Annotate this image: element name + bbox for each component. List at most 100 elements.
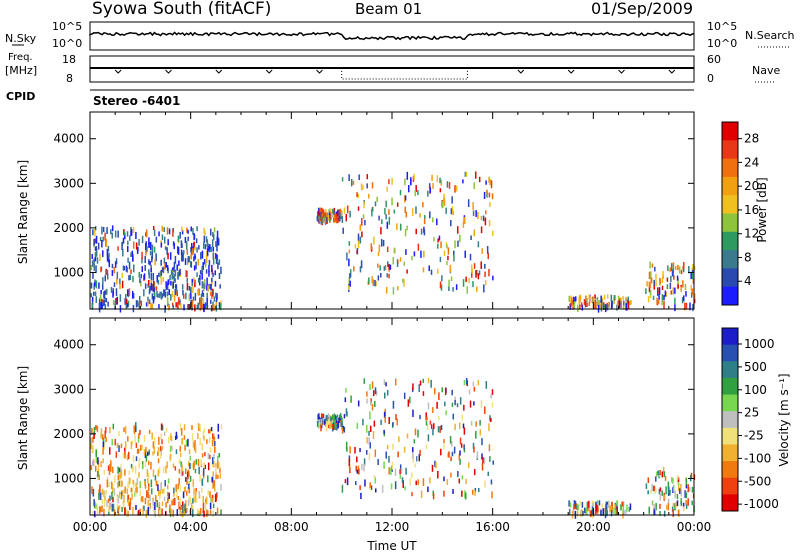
echo-cell [130,252,132,257]
y-tick-label: 4000 [53,132,84,146]
echo-cell [212,503,215,509]
echo-cell [122,237,125,244]
echo-cell [377,275,380,281]
echo-cell [576,510,579,517]
echo-cell [127,257,129,263]
echo-cell [386,444,389,450]
echo-cell [374,387,377,395]
echo-cell [107,465,110,472]
echo-cell [101,240,103,248]
nave-line [341,68,468,80]
echo-cell [136,448,139,454]
echo-cell [157,447,160,455]
echo-cell [117,481,119,489]
echo-cell [674,297,676,305]
colorbar-tick-label: 1000 [744,337,775,351]
echo-cell [174,288,176,296]
echo-cell [119,278,121,285]
echo-cell [121,272,124,278]
echo-cell [125,298,128,304]
colorbar-tick-label: -25 [744,429,764,443]
echo-cell [621,501,623,507]
echo-cell [394,378,397,386]
echo-cell [173,294,176,302]
colorbar-segment [722,377,738,396]
echo-cell [143,505,145,511]
echo-cell [476,286,478,292]
echo-cell [107,301,109,307]
echo-cell [368,277,370,284]
echo-cell [364,479,366,487]
echo-cell [213,453,215,460]
echo-cell [470,420,473,426]
echo-cell [383,429,385,434]
echo-cell [399,223,402,231]
echo-cell [581,509,583,517]
echo-cell [102,250,104,256]
echo-cell [160,291,163,300]
echo-cell [174,269,177,277]
echo-cell [669,267,671,272]
echo-cell [333,210,335,215]
echo-cell [690,273,692,280]
echo-cell [583,299,586,306]
echo-cell [175,484,177,492]
echo-cell [656,471,658,477]
echo-cell [204,304,206,309]
echo-cell [170,280,172,286]
echo-cell [349,210,351,218]
echo-cell [364,219,366,226]
echo-cell [185,270,187,278]
echo-cell [148,259,150,265]
echo-cell [182,289,184,296]
echo-cell [475,270,477,278]
y-tick-label: 3000 [53,382,84,396]
echo-cell [343,414,346,419]
echo-cell [687,498,689,506]
echo-cell [398,436,400,442]
echo-cell [204,452,206,457]
echo-cell [661,278,664,283]
echo-cell [185,490,188,496]
echo-cell [419,449,421,456]
echo-cell [661,471,664,478]
echo-cell [106,255,109,262]
echo-cell [448,182,451,189]
echo-cell [210,304,213,312]
echo-cell [479,429,482,436]
echo-cell [317,414,319,420]
echo-cell [192,248,194,256]
echo-cell [106,476,109,482]
echo-cell [380,227,382,235]
echo-cell [189,260,192,268]
echo-cell [194,246,196,251]
colorbar-segment [722,158,738,178]
echo-cell [145,243,147,250]
echo-cell [202,431,205,438]
echo-cell [373,420,376,427]
freq-dip [316,69,323,74]
echo-cell [685,477,688,486]
echo-cell [207,285,209,292]
echo-cell [209,454,211,460]
echo-cell [432,217,434,223]
echo-cell [93,427,96,435]
echo-cell [159,510,161,518]
echo-cell [488,192,491,198]
echo-cell [412,455,415,463]
echo-cell [204,502,207,511]
echo-cell [92,458,95,467]
echo-cell [218,259,221,265]
echo-cell [195,488,197,493]
echo-cell [440,448,442,456]
echo-cell [437,238,439,243]
echo-cell [610,509,613,517]
echo-cell [603,302,605,310]
echo-cell [371,276,373,284]
echo-cell [178,260,180,266]
echo-cell [159,453,162,459]
echo-cell [180,240,183,249]
echo-cell [166,247,168,255]
echo-cell [487,252,489,260]
echo-cell [663,492,665,501]
